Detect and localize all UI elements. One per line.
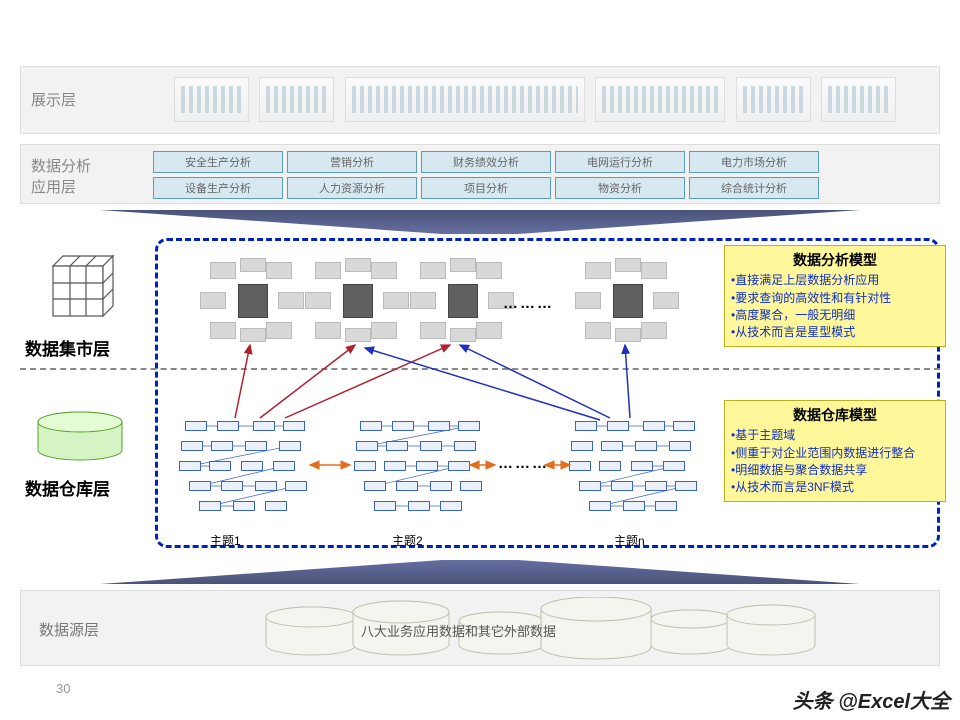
source-cylinders: 八大业务应用数据和其它外部数据 xyxy=(261,597,821,661)
app-box: 安全生产分析 xyxy=(153,151,283,173)
app-box: 设备生产分析 xyxy=(153,177,283,199)
star-cluster xyxy=(575,258,685,343)
note-warehouse-title: 数据仓库模型 xyxy=(731,405,939,425)
chart-thumb xyxy=(595,77,725,122)
analysis-layer-band: 数据分析 应用层 安全生产分析营销分析财务绩效分析电网运行分析电力市场分析 设备… xyxy=(20,144,940,204)
topic2-label: 主题2 xyxy=(392,532,423,549)
chart-thumb xyxy=(259,77,334,122)
cluster-ellipsis: ……… xyxy=(503,295,554,312)
source-text: 八大业务应用数据和其它外部数据 xyxy=(361,621,556,640)
mart-label: 数据集市层 xyxy=(25,335,110,360)
note-analysis: 数据分析模型 •直接满足上层数据分析应用•要求查询的高效性和有针对性•高度聚合，… xyxy=(724,245,946,347)
wedge-top xyxy=(100,210,860,234)
note-item: •要求查询的高效性和有针对性 xyxy=(731,290,939,307)
note-analysis-title: 数据分析模型 xyxy=(731,250,939,270)
star-cluster xyxy=(305,258,415,343)
chart-thumb xyxy=(174,77,249,122)
presentation-layer-band: 展示层 xyxy=(20,66,940,134)
topic1-label: 主题1 xyxy=(210,532,241,549)
cube-icon xyxy=(40,248,125,323)
schema-diagram xyxy=(175,415,315,525)
app-row-2: 设备生产分析人力资源分析项目分析物资分析综合统计分析 xyxy=(151,175,821,201)
warehouse-label: 数据仓库层 xyxy=(25,475,110,500)
presentation-label: 展示层 xyxy=(31,89,76,110)
note-item: •从技术而言是3NF模式 xyxy=(731,479,939,496)
star-cluster xyxy=(200,258,310,343)
chart-thumb xyxy=(736,77,811,122)
app-box: 电网运行分析 xyxy=(555,151,685,173)
cylinder-icon xyxy=(35,410,125,460)
wedge-bottom xyxy=(100,560,860,584)
app-box: 人力资源分析 xyxy=(287,177,417,199)
note-item: •直接满足上层数据分析应用 xyxy=(731,272,939,289)
app-box: 物资分析 xyxy=(555,177,685,199)
schema-diagram xyxy=(565,415,705,525)
analysis-label: 数据分析 应用层 xyxy=(31,155,91,197)
app-box: 财务绩效分析 xyxy=(421,151,551,173)
note-item: •基于主题域 xyxy=(731,427,939,444)
note-warehouse: 数据仓库模型 •基于主题域•侧重于对企业范围内数据进行整合•明细数据与聚合数据共… xyxy=(724,400,946,502)
chart-thumb xyxy=(345,77,585,122)
app-box: 项目分析 xyxy=(421,177,551,199)
topicn-label: 主题n xyxy=(614,532,645,549)
schema-ellipsis: ……… xyxy=(498,455,549,472)
watermark: 头条 @Excel大全 xyxy=(793,685,950,714)
page-number: 30 xyxy=(56,681,70,696)
chart-thumb xyxy=(821,77,896,122)
note-item: •侧重于对企业范围内数据进行整合 xyxy=(731,445,939,462)
note-item: •从技术而言是星型模式 xyxy=(731,324,939,341)
schema-diagram xyxy=(350,415,490,525)
source-label: 数据源层 xyxy=(39,619,99,640)
app-box: 营销分析 xyxy=(287,151,417,173)
note-item: •高度聚合，一般无明细 xyxy=(731,307,939,324)
app-row-1: 安全生产分析营销分析财务绩效分析电网运行分析电力市场分析 xyxy=(151,149,821,175)
app-box: 综合统计分析 xyxy=(689,177,819,199)
note-item: •明细数据与聚合数据共享 xyxy=(731,462,939,479)
source-layer-band: 数据源层 八大业务应用数据和其它外部数据 xyxy=(20,590,940,666)
horizontal-divider xyxy=(20,368,940,370)
app-box: 电力市场分析 xyxy=(689,151,819,173)
